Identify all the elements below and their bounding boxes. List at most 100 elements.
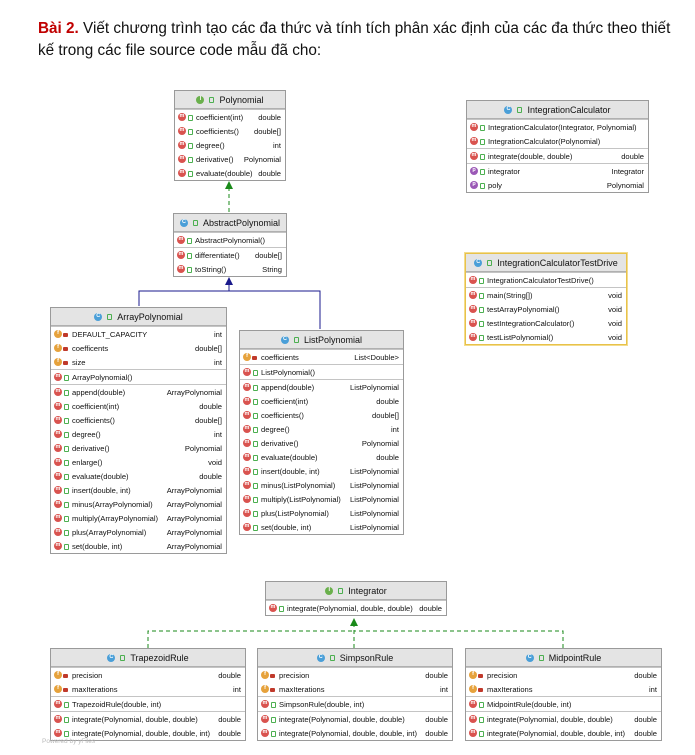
method-multiply-listpolynomial[interactable]: m multiply(ListPolynomial) ListPolynomial <box>240 492 403 506</box>
method-icon: m <box>243 425 251 433</box>
method-degree[interactable]: m degree() int <box>240 422 403 436</box>
member-name: poly <box>488 180 502 190</box>
public-visibility-icon <box>479 168 485 175</box>
method-integrate-polynomial-double-double-int[interactable]: m integrate(Polynomial, double, double, i… <box>258 726 452 740</box>
method-integrationcalculatortestdrive[interactable]: m IntegrationCalculatorTestDrive() <box>466 273 626 287</box>
method-enlarge[interactable]: m enlarge() void <box>51 455 226 469</box>
method-coefficients[interactable]: m coefficients() double[] <box>51 413 226 427</box>
public-visibility-icon <box>478 277 484 284</box>
member-name: precision <box>487 670 518 680</box>
class-simpsonrule[interactable]: C SimpsonRule f precision double f maxIteratio… <box>257 648 453 741</box>
class-arraypolynomial[interactable]: C ArrayPolynomial f DEFAULT_CAPACITY int f coe… <box>50 307 227 554</box>
method-evaluate-double[interactable]: m evaluate(double) double <box>240 450 403 464</box>
public-visibility-icon <box>63 487 69 494</box>
field-precision[interactable]: f precision double <box>466 668 661 682</box>
member-section: f precision double f maxIterations int <box>258 667 452 696</box>
method-append-double[interactable]: m append(double) ListPolynomial <box>240 380 403 394</box>
member-name: insert(double, int) <box>72 485 131 495</box>
member-type: double[] <box>194 343 222 353</box>
field-coefficients[interactable]: f coefficients List<Double> <box>240 350 403 364</box>
method-set-double-int[interactable]: m set(double, int) ListPolynomial <box>240 520 403 534</box>
method-abstractpolynomial[interactable]: m AbstractPolynomial() <box>174 233 286 247</box>
method-coefficients[interactable]: m coefficients() double[] <box>240 408 403 422</box>
member-name: coefficients() <box>261 410 304 420</box>
method-derivative[interactable]: m derivative() Polynomial <box>240 436 403 450</box>
class-icon: C <box>525 653 534 662</box>
field-precision[interactable]: f precision double <box>51 668 245 682</box>
method-append-double[interactable]: m append(double) ArrayPolynomial <box>51 385 226 399</box>
method-integrate-polynomial-double-double[interactable]: m integrate(Polynomial, double, double) do… <box>466 712 661 726</box>
method-degree[interactable]: m degree() int <box>175 138 285 152</box>
member-type: double <box>376 396 399 406</box>
method-coefficients[interactable]: m coefficients() double[] <box>175 124 285 138</box>
method-integrate-polynomial-double-double[interactable]: m integrate(Polynomial, double, double) do… <box>258 712 452 726</box>
method-integrate-polynomial-double-double-int[interactable]: m integrate(Polynomial, double, double, i… <box>51 726 245 740</box>
method-minus-arraypolynomial[interactable]: m minus(ArrayPolynomial) ArrayPolynomial <box>51 497 226 511</box>
method-insert-double-int[interactable]: m insert(double, int) ArrayPolynomial <box>51 483 226 497</box>
public-visibility-icon <box>479 124 485 131</box>
method-testintegrationcalculator[interactable]: m testIntegrationCalculator() void <box>466 316 626 330</box>
method-integrate-polynomial-double-double[interactable]: m integrate(Polynomial, double, double) do… <box>266 601 446 615</box>
method-evaluate-double[interactable]: m evaluate(double) double <box>51 469 226 483</box>
class-integrationcalculatortestdrive[interactable]: C IntegrationCalculatorTestDrive m Integrat… <box>465 253 627 345</box>
method-derivative[interactable]: m derivative() Polynomial <box>175 152 285 166</box>
method-integrate-polynomial-double-double-int[interactable]: m integrate(Polynomial, double, double, i… <box>466 726 661 740</box>
field-maxiterations[interactable]: f maxIterations int <box>51 682 245 696</box>
method-set-double-int[interactable]: m set(double, int) ArrayPolynomial <box>51 539 226 553</box>
method-coefficient-int[interactable]: m coefficient(int) double <box>175 110 285 124</box>
class-midpointrule[interactable]: C MidpointRule f precision double f maxIterati… <box>465 648 662 741</box>
field-default-capacity[interactable]: f DEFAULT_CAPACITY int <box>51 327 226 341</box>
method-multiply-arraypolynomial[interactable]: m multiply(ArrayPolynomial) ArrayPolynomia… <box>51 511 226 525</box>
member-type: String <box>262 264 282 274</box>
method-differentiate[interactable]: m differentiate() double[] <box>174 248 286 262</box>
method-evaluate-double[interactable]: m evaluate(double) double <box>175 166 285 180</box>
method-coefficient-int[interactable]: m coefficient(int) double <box>51 399 226 413</box>
member-section: m IntegrationCalculator(Integrator, Polyn… <box>467 119 648 148</box>
field-maxiterations[interactable]: f maxIterations int <box>466 682 661 696</box>
method-minus-listpolynomial[interactable]: m minus(ListPolynomial) ListPolynomial <box>240 478 403 492</box>
public-visibility-icon <box>252 369 258 376</box>
member-type: double[] <box>253 126 281 136</box>
member-name: maxIterations <box>279 684 325 694</box>
class-polynomial[interactable]: I Polynomial m coefficient(int) double m coeff… <box>174 90 286 181</box>
method-integrate-double-double[interactable]: m integrate(double, double) double <box>467 149 648 163</box>
property-integrator[interactable]: p integrator Integrator <box>467 164 648 178</box>
method-integrate-polynomial-double-double[interactable]: m integrate(Polynomial, double, double) do… <box>51 712 245 726</box>
class-trapezoidrule[interactable]: C TrapezoidRule f precision double f maxIterat… <box>50 648 246 741</box>
member-name: evaluate(double) <box>72 471 129 481</box>
class-integrationcalculator[interactable]: C IntegrationCalculator m IntegrationCalcul… <box>466 100 649 193</box>
member-name: maxIterations <box>72 684 118 694</box>
public-visibility-icon <box>278 605 284 612</box>
method-icon: m <box>178 141 186 149</box>
field-maxiterations[interactable]: f maxIterations int <box>258 682 452 696</box>
method-plus-listpolynomial[interactable]: m plus(ListPolynomial) ListPolynomial <box>240 506 403 520</box>
method-midpointrule-double-int[interactable]: m MidpointRule(double, int) <box>466 697 661 711</box>
method-simpsonrule-double-int[interactable]: m SimpsonRule(double, int) <box>258 697 452 711</box>
method-coefficient-int[interactable]: m coefficient(int) double <box>240 394 403 408</box>
method-main-string[interactable]: m main(String[]) void <box>466 288 626 302</box>
member-section: f coefficients List<Double> <box>240 349 403 364</box>
method-plus-arraypolynomial[interactable]: m plus(ArrayPolynomial) ArrayPolynomial <box>51 525 226 539</box>
method-testarraypolynomial[interactable]: m testArrayPolynomial() void <box>466 302 626 316</box>
method-testlistpolynomial[interactable]: m testListPolynomial() void <box>466 330 626 344</box>
field-icon: f <box>469 671 477 679</box>
method-listpolynomial[interactable]: m ListPolynomial() <box>240 365 403 379</box>
method-icon: m <box>243 397 251 405</box>
class-integrator[interactable]: I Integrator m integrate(Polynomial, double… <box>265 581 447 616</box>
field-coefficents[interactable]: f coefficents double[] <box>51 341 226 355</box>
method-integrationcalculator-integrator-polynomial[interactable]: m IntegrationCalculator(Integrator, Polyn… <box>467 120 648 134</box>
property-poly[interactable]: p poly Polynomial <box>467 178 648 192</box>
method-derivative[interactable]: m derivative() Polynomial <box>51 441 226 455</box>
method-trapezoidrule-double-int[interactable]: m TrapezoidRule(double, int) <box>51 697 245 711</box>
class-listpolynomial[interactable]: C ListPolynomial f coefficients List<Double>… <box>239 330 404 535</box>
member-section: m main(String[]) void m testArrayPolynomial(… <box>466 287 626 344</box>
field-size[interactable]: f size int <box>51 355 226 369</box>
method-icon: m <box>178 113 186 121</box>
method-arraypolynomial[interactable]: m ArrayPolynomial() <box>51 370 226 384</box>
method-insert-double-int[interactable]: m insert(double, int) ListPolynomial <box>240 464 403 478</box>
method-tostring[interactable]: m toString() String <box>174 262 286 276</box>
method-degree[interactable]: m degree() int <box>51 427 226 441</box>
class-abstractpolynomial[interactable]: C AbstractPolynomial m AbstractPolynomial()… <box>173 213 287 277</box>
field-precision[interactable]: f precision double <box>258 668 452 682</box>
method-integrationcalculator-polynomial[interactable]: m IntegrationCalculator(Polynomial) <box>467 134 648 148</box>
